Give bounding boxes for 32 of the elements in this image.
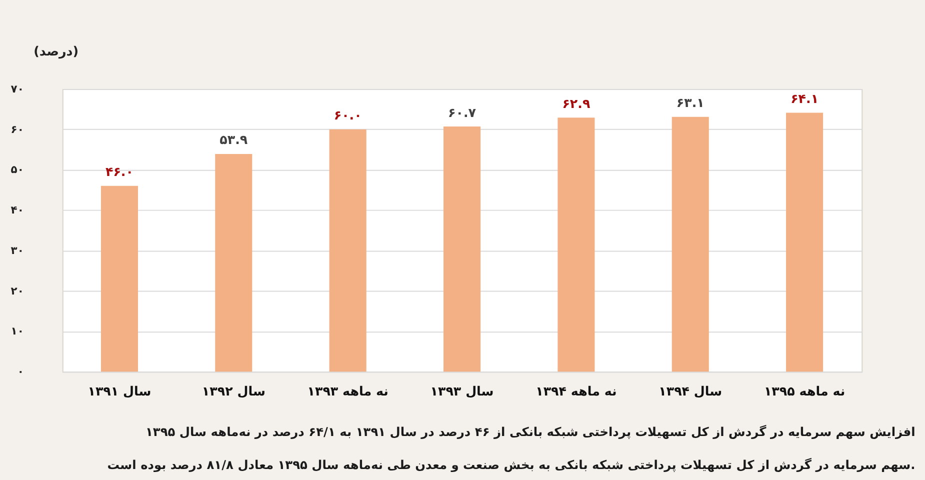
y-tick-label: ۴۰ <box>10 204 24 217</box>
x-tick-label: سال ۱۳۹۲ <box>202 384 266 399</box>
x-tick-label: سال ۱۳۹۱ <box>88 384 152 399</box>
y-tick-label: ۱۰ <box>10 324 24 338</box>
data-label: ۶۰.۰ <box>334 108 362 123</box>
bar <box>786 112 824 372</box>
y-tick-label: ۵۰ <box>10 163 24 176</box>
bar <box>443 126 481 372</box>
y-tick-label: ۲۰ <box>10 284 24 298</box>
x-tick-label: سال ۱۳۹۳ <box>430 384 494 399</box>
bar <box>558 118 595 372</box>
data-label: ۶۲.۹ <box>562 96 590 111</box>
data-label: ۴۶.۰ <box>105 164 134 180</box>
y-tick-label: ۶۰ <box>10 122 24 136</box>
y-tick-label: ۳۰ <box>10 244 24 257</box>
y-tick-label: ۰ <box>17 365 24 378</box>
x-tick-label: نه ماهه ۱۳۹۴ <box>536 384 617 399</box>
bar <box>215 154 252 372</box>
x-tick-label: سال ۱۳۹۴ <box>658 384 722 399</box>
y-axis-title: (درصد) <box>34 43 79 60</box>
text: افزایش سهم سرمایه در گردش از کل تسهیلات پرداختی شبکه بانکی از ۴۶ درصد در سال ۱۳۹۱ به ۶۴/۱ درصد در نه‌ماهه سال ۱۳۹۵ <box>145 424 916 439</box>
data-label: ۵۳.۹ <box>220 132 248 148</box>
y-tick-label: ۷۰ <box>10 82 24 96</box>
data-label: ۶۴.۱ <box>790 91 819 106</box>
data-label: ۶۰.۷ <box>448 104 476 120</box>
x-tick-label: نه ماهه ۱۳۹۳ <box>307 384 388 399</box>
bar <box>672 116 709 372</box>
bar <box>329 129 366 372</box>
x-tick-label: نه ماهه ۱۳۹۵ <box>764 384 846 399</box>
data-label: ۶۳.۱ <box>676 95 704 110</box>
bar <box>100 186 138 372</box>
text: سهم سرمایه در گردش از کل تسهیلات پرداختی شبکه بانکی به بخش صنعت و معدن طی نه‌ماهه سال ۱۳۹۵ معادل ۸۱/۸ درصد بوده است. <box>107 457 916 472</box>
